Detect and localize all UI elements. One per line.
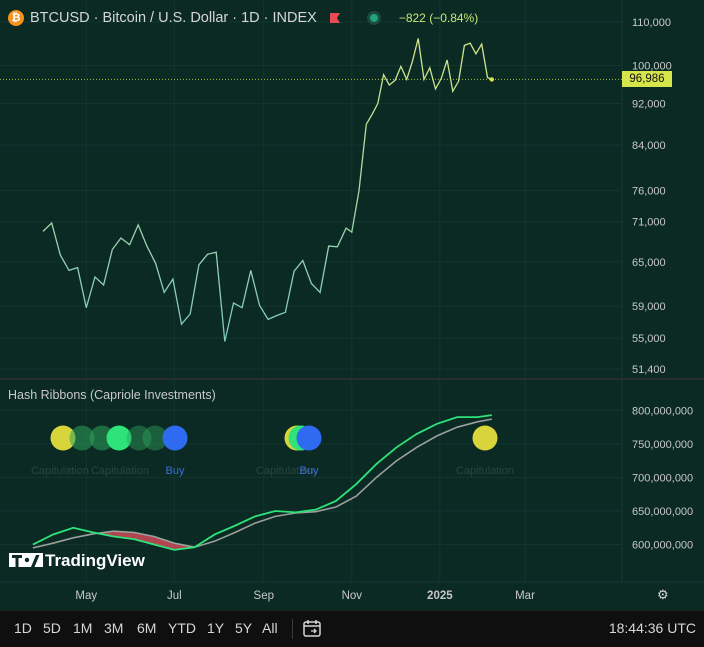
bottom-toolbar: 1D 5D 1M 3M 6M YTD 1Y 5Y All 18:44:36 UT… [0,610,704,647]
signal-circle [69,425,95,451]
price-tick-label: 55,000 [632,333,666,345]
indicator-tick-label: 650,000,000 [632,506,693,518]
capitulation-marker-label: Capitulation [256,465,314,477]
price-axis-labels: 110,000 100,000 92,000 84,000 76,000 71,000 65… [632,17,672,376]
indicator-tick-label: 700,000,000 [632,472,693,484]
price-tick-label: 84,000 [632,140,666,152]
flag-icon[interactable] [329,12,341,24]
buy-marker-label: Buy [166,465,185,477]
timeframe-3m[interactable]: 3M [104,620,124,636]
time-tick-label: Sep [254,590,274,602]
price-tick-label: 92,000 [632,98,666,110]
time-tick-label: Mar [515,590,535,602]
price-line [42,38,493,342]
timeframe-all[interactable]: All [262,620,278,636]
capitulation-marker-label: Capitulation [91,465,149,477]
capitulation-marker-label: Capitulation [456,465,514,477]
clock-utc[interactable]: 18:44:36 UTC [608,620,696,636]
price-tick-label: 51,400 [632,364,666,376]
timeframe-1y[interactable]: 1Y [207,620,225,636]
timeframe-6m[interactable]: 6M [137,620,157,636]
chart-area[interactable]: 110,000 100,000 92,000 84,000 76,000 71,000 65… [0,0,704,610]
settings-gear-icon[interactable]: ⚙ [657,587,669,602]
signal-circle [50,425,76,451]
tradingview-logo: TradingView [9,551,146,570]
price-tick-label: 59,000 [632,301,666,313]
indicator-pane [32,414,492,551]
capitulation-fill [113,531,134,540]
capitulation-fill [133,532,155,545]
market-status-icon[interactable] [366,11,381,25]
signal-circle [142,425,168,451]
toolbar-divider [292,619,293,639]
timeframe-1m[interactable]: 1M [73,620,93,636]
indicator-tick-label: 600,000,000 [632,540,693,552]
last-price-tag: 96,986 [622,71,672,88]
price-tick-label: 100,000 [632,60,672,72]
timeframe-5y[interactable]: 5Y [235,620,253,636]
bitcoin-icon: ₿ [8,10,24,26]
price-tick-label: 71,000 [632,217,666,229]
tradingview-wordmark: TradingView [45,551,146,570]
buy-marker-label: Buy [300,465,319,477]
price-tick-label: 110,000 [632,17,671,29]
symbol-title[interactable]: BTCUSD · Bitcoin / U.S. Dollar · 1D · IN… [30,10,317,26]
time-tick-label: May [75,590,97,602]
signal-circle [472,425,498,451]
timeframe-ytd[interactable]: YTD [168,620,196,636]
indicator-axis-labels: 800,000,000 750,000,000 700,000,000 650,000… [632,405,693,551]
fast-ribbon-line [32,414,492,551]
time-tick-label: 2025 [427,590,453,602]
time-tick-label: Jul [167,590,182,602]
go-to-date-icon[interactable] [302,618,322,638]
indicator-tick-label: 750,000,000 [632,439,693,451]
indicator-title[interactable]: Hash Ribbons (Capriole Investments) [8,388,216,402]
price-tick-label: 65,000 [632,257,666,269]
gridlines [0,0,622,582]
indicator-tick-label: 800,000,000 [632,405,693,417]
price-pane [0,38,622,342]
price-axis-panel[interactable] [622,0,704,582]
signal-circle [126,425,152,451]
signal-circle [162,425,188,451]
capitulation-fill [154,536,175,550]
signal-circle [106,425,132,451]
time-tick-label: Nov [342,590,363,602]
symbol-header: ₿ BTCUSD · Bitcoin / U.S. Dollar · 1D · … [8,8,478,28]
time-axis-labels: May Jul Sep Nov 2025 Mar [75,590,535,602]
signal-circle [296,425,322,451]
price-tick-label: 76,000 [632,186,666,198]
slow-ribbon-line [32,418,492,549]
capitulation-marker-label: Capitulation [31,465,89,477]
last-price-dot [489,77,495,82]
timeframe-1d[interactable]: 1D [14,620,32,636]
price-change: −822 (−0.84%) [398,11,479,25]
signal-markers: Capitulation Capitulation Buy CapitulationB… [31,425,514,477]
timeframe-5d[interactable]: 5D [43,620,61,636]
